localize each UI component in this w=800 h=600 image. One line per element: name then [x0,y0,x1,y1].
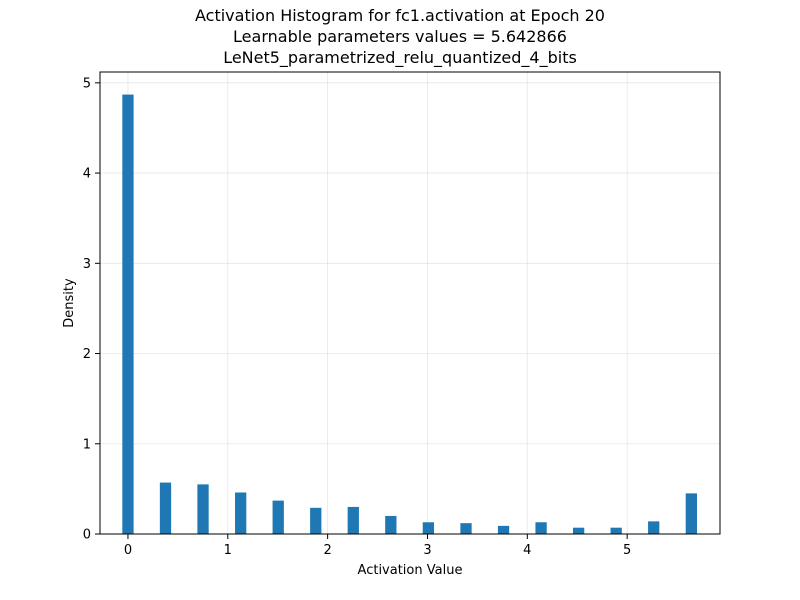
x-tick-label-4: 4 [523,543,531,558]
histogram-bar-12 [572,527,585,534]
histogram-bars [122,94,697,534]
histogram-bar-2 [197,484,209,534]
histogram-bar-11 [535,522,547,534]
histogram-bar-9 [460,523,472,534]
chart-subtitle-parameters: Learnable parameters values = 5.642866 [233,27,567,46]
histogram-bar-7 [385,515,397,534]
y-tick-label-5: 5 [83,76,91,91]
histogram-bar-8 [422,522,435,534]
grid-lines [100,72,720,535]
chart-title: Activation Histogram for fc1.activation … [195,6,605,25]
y-tick-label-0: 0 [83,528,91,543]
histogram-bar-0 [122,94,134,534]
y-tick-label-2: 2 [83,347,91,362]
x-axis-label: Activation Value [358,563,463,578]
x-tick-label-5: 5 [623,543,631,558]
x-tick-label-3: 3 [423,543,431,558]
x-tick-label-0: 0 [124,543,132,558]
histogram-bar-3 [235,492,247,534]
histogram-bar-4 [272,500,284,534]
histogram-bar-15 [685,493,697,534]
x-tick-label-1: 1 [224,543,232,558]
y-tick-label-3: 3 [83,257,91,272]
chart-subtitle-model: LeNet5_parametrized_relu_quantized_4_bit… [223,48,577,67]
histogram-bar-10 [497,525,510,534]
y-tick-label-4: 4 [83,167,91,182]
y-axis-label: Density [62,278,77,328]
x-tick-label-2: 2 [323,543,331,558]
histogram-bar-5 [310,507,322,534]
histogram-bar-13 [610,527,622,534]
axis-ticks: 0 1 2 3 4 5 0 1 2 3 4 5 [83,76,632,558]
histogram-bar-6 [347,506,359,534]
y-tick-label-1: 1 [83,437,91,452]
histogram-bar-14 [648,521,660,534]
plot-frame [99,71,721,535]
histogram-bar-1 [159,482,172,534]
